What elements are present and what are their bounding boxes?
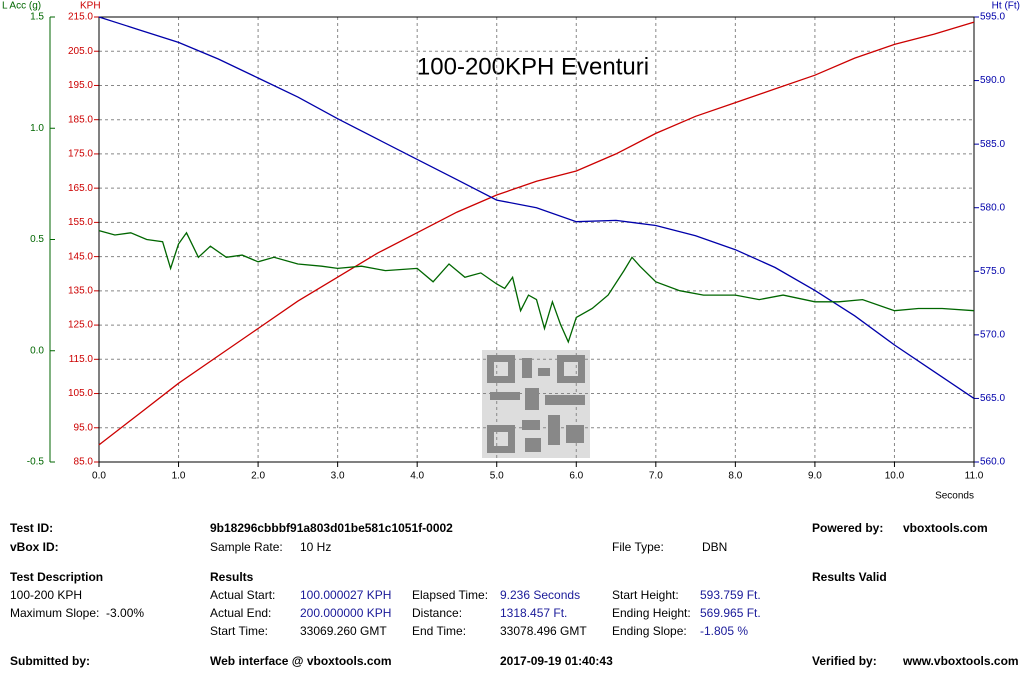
y-tick-label: 590.0 — [980, 75, 1005, 86]
label: Elapsed Time: — [412, 588, 489, 602]
y-tick-label: 1.0 — [30, 123, 44, 134]
x-tick-label: 9.0 — [808, 471, 822, 482]
y-tick-label: 95.0 — [74, 422, 94, 433]
label: Verified by: — [812, 654, 877, 668]
value: 100.000027 KPH — [300, 588, 392, 602]
heading: Results — [210, 570, 254, 584]
value: www.vboxtools.com — [903, 654, 1019, 668]
y-tick-label: 565.0 — [980, 393, 1005, 404]
y-tick-label: 175.0 — [68, 149, 93, 160]
y3-axis-title: L Acc (g) — [2, 1, 41, 12]
x-tick-label: 4.0 — [410, 471, 424, 482]
x-axis-title: Seconds — [935, 491, 974, 502]
label: Test ID: — [10, 521, 54, 535]
qr-code — [482, 350, 590, 458]
value: 33078.496 GMT — [500, 624, 587, 638]
value: 2017-09-19 01:40:43 — [500, 654, 613, 668]
y-tick-label: 135.0 — [68, 285, 93, 296]
x-tick-label: 1.0 — [172, 471, 186, 482]
label: Start Height: — [612, 588, 679, 602]
y-tick-label: 165.0 — [68, 183, 93, 194]
value: 9b18296cbbbf91a803d01be581c1051f-0002 — [210, 521, 453, 535]
x-tick-label: 8.0 — [728, 471, 742, 482]
label: Distance: — [412, 606, 463, 620]
value: 100-200 KPH — [10, 588, 83, 602]
y-tick-label: 115.0 — [69, 354, 94, 365]
y-tick-label: 105.0 — [68, 388, 93, 399]
value: Web interface @ vboxtools.com — [210, 654, 392, 668]
label: Submitted by: — [10, 654, 90, 668]
series-line — [98, 21, 975, 446]
x-tick-label: 3.0 — [331, 471, 345, 482]
title-box — [355, 50, 712, 86]
value: DBN — [702, 540, 728, 554]
x-tick-label: 5.0 — [490, 471, 504, 482]
y-tick-label: 215.0 — [68, 12, 93, 23]
y-tick-label: 85.0 — [74, 457, 94, 468]
y-axis-title: KPH — [80, 1, 101, 12]
label: End Time: — [412, 624, 467, 638]
y-tick-label: 205.0 — [68, 46, 93, 57]
value: Maximum Slope: -3.00% — [10, 606, 145, 620]
y-tick-label: 185.0 — [68, 114, 93, 125]
label: Ending Height: — [612, 606, 691, 620]
y-tick-label: 575.0 — [980, 266, 1005, 277]
x-tick-label: 0.0 — [92, 471, 106, 482]
label: Start Time: — [210, 624, 269, 638]
heading: Results Valid — [812, 570, 887, 584]
label: Actual End: — [210, 606, 272, 620]
chart-title: 100-200KPH Eventuri — [417, 53, 649, 80]
label: Ending Slope: — [612, 624, 687, 638]
y-tick-label: 585.0 — [980, 139, 1005, 150]
value: -1.805 % — [700, 624, 749, 638]
x-tick-label: 2.0 — [251, 471, 265, 482]
value: 33069.260 GMT — [300, 624, 387, 638]
y-tick-label: -0.5 — [27, 457, 45, 468]
value: 10 Hz — [300, 540, 332, 554]
y-tick-label: 125.0 — [68, 320, 93, 331]
series-line — [98, 229, 975, 344]
x-tick-label: 10.0 — [885, 471, 905, 482]
label: vBox ID: — [10, 540, 59, 554]
plot-frame — [98, 16, 975, 463]
label: Actual Start: — [210, 588, 276, 602]
value: 569.965 Ft. — [700, 606, 761, 620]
y-tick-label: 0.0 — [30, 345, 44, 356]
y-tick-label: 0.5 — [30, 234, 44, 245]
y-tick-label: 580.0 — [980, 202, 1005, 213]
x-tick-label: 7.0 — [649, 471, 663, 482]
value: 1318.457 Ft. — [500, 606, 568, 620]
label: Sample Rate: — [210, 540, 283, 554]
y-tick-label: 560.0 — [980, 457, 1005, 468]
x-tick-label: 6.0 — [569, 471, 583, 482]
value: 593.759 Ft. — [700, 588, 761, 602]
y-tick-label: 595.0 — [980, 12, 1005, 23]
chart: 100-200KPH Eventuri L Acc (g) KPH Ht (Ft… — [2, 1, 1020, 502]
value: vboxtools.com — [903, 521, 988, 535]
y-tick-label: 155.0 — [68, 217, 93, 228]
label: File Type: — [612, 540, 664, 554]
value: 200.000000 KPH — [300, 606, 392, 620]
series-line — [98, 16, 975, 399]
heading: Test Description — [10, 570, 104, 584]
label: Powered by: — [812, 521, 884, 535]
y2-axis-title: Ht (Ft) — [992, 1, 1020, 12]
y-tick-label: 145.0 — [68, 251, 93, 262]
x-tick-label: 11.0 — [965, 471, 984, 482]
y-tick-label: 195.0 — [68, 80, 93, 91]
y-tick-label: 570.0 — [980, 329, 1005, 340]
value: 9.236 Seconds — [500, 588, 581, 602]
y-tick-label: 1.5 — [30, 12, 44, 23]
